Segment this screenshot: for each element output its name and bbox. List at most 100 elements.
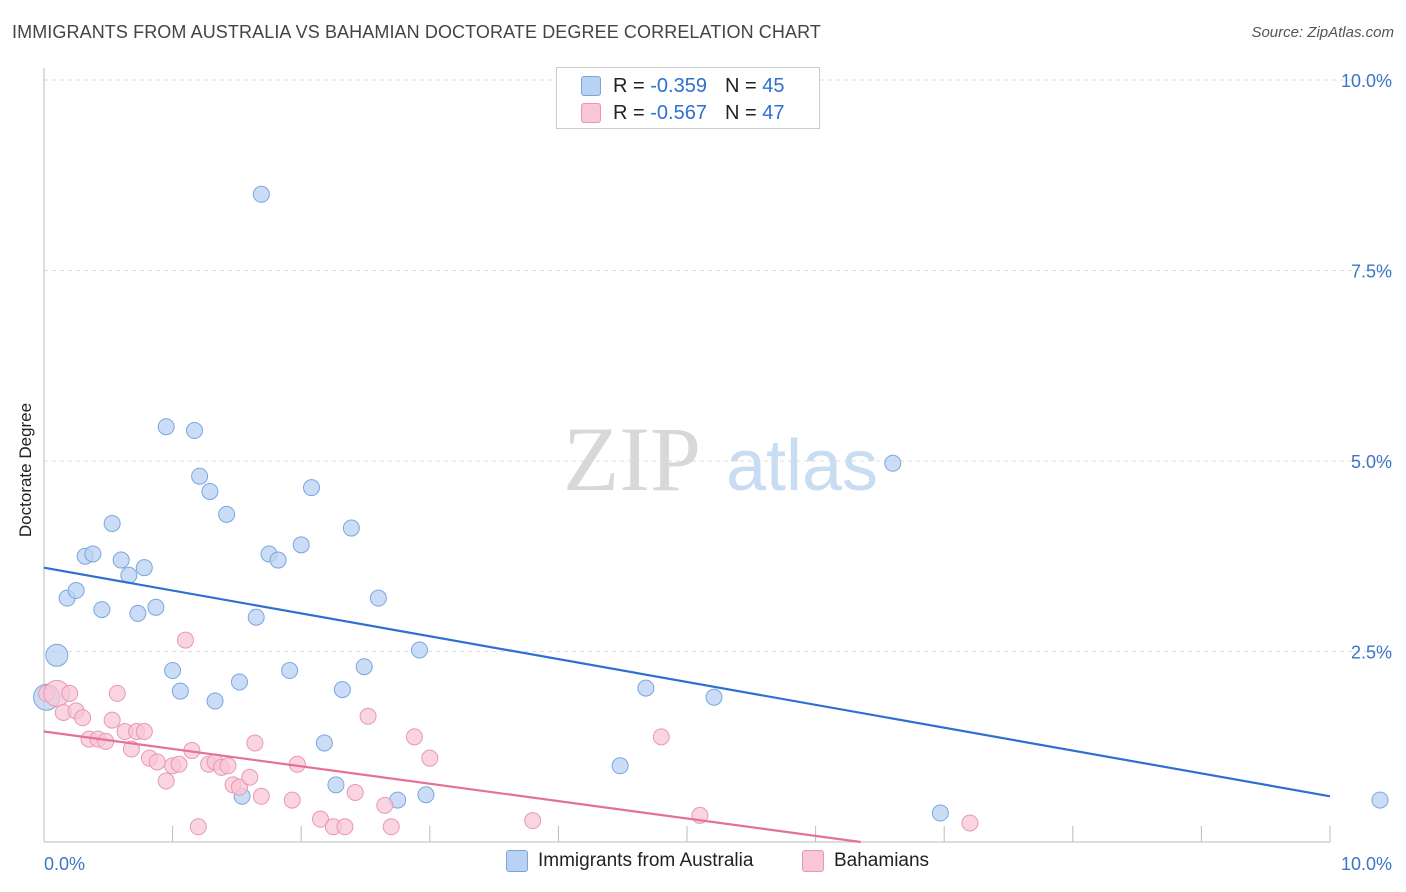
point-australia — [884, 454, 902, 472]
series-legend-australia: Immigrants from Australia — [506, 850, 753, 872]
point-australia — [1371, 791, 1389, 809]
point-bahamians — [376, 796, 394, 814]
point-bahamians — [246, 734, 264, 752]
point-australia — [333, 681, 351, 699]
y-tick-label: 10.0% — [1341, 71, 1392, 91]
point-bahamians — [346, 783, 364, 801]
y-tick-label: 7.5% — [1351, 262, 1392, 282]
legend-r-label: R = — [613, 101, 645, 124]
watermark-zip: ZIP — [563, 408, 701, 510]
point-australia — [185, 422, 203, 440]
point-australia — [302, 479, 320, 497]
point-australia — [147, 598, 165, 616]
point-bahamians — [103, 711, 121, 729]
series-legend-bahamians: Bahamians — [802, 850, 929, 872]
point-australia — [201, 482, 219, 500]
source-label: Source: ZipAtlas.com — [1251, 24, 1394, 41]
point-australia — [327, 776, 345, 794]
point-bahamians — [176, 631, 194, 649]
point-bahamians — [74, 709, 92, 727]
grid-lines — [44, 79, 1392, 652]
legend-row-bahamians: R = -0.567 N = 47 — [581, 101, 784, 125]
legend-n-value: 47 — [762, 101, 785, 124]
series-swatch-australia — [506, 850, 528, 872]
legend-swatch-bahamians — [581, 103, 601, 123]
point-bahamians — [122, 740, 140, 758]
point-australia — [206, 692, 224, 710]
point-australia — [84, 545, 102, 563]
point-australia — [417, 786, 435, 804]
point-australia — [252, 185, 270, 203]
point-bahamians — [524, 812, 542, 830]
legend-r-value: -0.567 — [650, 101, 707, 124]
data-points — [33, 185, 1389, 836]
series-name-australia: Immigrants from Australia — [538, 850, 754, 871]
point-bahamians — [135, 723, 153, 741]
point-australia — [269, 551, 287, 569]
point-australia — [171, 682, 189, 700]
series-name-bahamians: Bahamians — [834, 850, 930, 871]
point-australia — [191, 467, 209, 485]
y-tick-label: 5.0% — [1351, 452, 1392, 472]
series-legend: Immigrants from Australia Bahamians — [0, 850, 1406, 878]
point-australia — [342, 519, 360, 537]
point-australia — [135, 559, 153, 577]
point-australia — [67, 582, 85, 600]
point-bahamians — [961, 814, 979, 832]
legend-r-label: R = — [613, 74, 645, 97]
point-australia — [637, 679, 655, 697]
point-bahamians — [148, 753, 166, 771]
point-bahamians — [170, 755, 188, 773]
point-australia — [355, 658, 373, 676]
point-bahamians — [405, 728, 423, 746]
point-bahamians — [336, 818, 354, 836]
y-tick-label: 2.5% — [1351, 643, 1392, 663]
point-australia — [129, 604, 147, 622]
axes — [43, 68, 1331, 843]
point-australia — [411, 641, 429, 659]
point-australia — [112, 551, 130, 569]
point-bahamians — [61, 684, 79, 702]
point-australia — [247, 608, 265, 626]
trend-line-bahamians — [43, 730, 861, 844]
x-tick-label: 0.0% — [44, 854, 85, 874]
point-bahamians — [359, 707, 377, 725]
y-axis-label: Doctorate Degree — [16, 402, 35, 538]
point-bahamians — [219, 757, 237, 775]
point-australia — [292, 536, 310, 554]
point-bahamians — [108, 684, 126, 702]
point-bahamians — [652, 728, 670, 746]
point-bahamians — [189, 818, 207, 836]
point-australia — [93, 601, 111, 619]
trend-lines — [43, 566, 1331, 844]
watermark-atlas: atlas — [726, 426, 878, 506]
legend-n-value: 45 — [762, 74, 785, 97]
point-australia — [103, 514, 121, 532]
point-australia — [611, 757, 629, 775]
legend-row-australia: R = -0.359 N = 45 — [581, 74, 784, 98]
point-australia — [705, 688, 723, 706]
trend-line-australia — [43, 566, 1331, 798]
point-australia — [218, 505, 236, 523]
correlation-legend: R = -0.359 N = 45 R = -0.567 N = 47 — [556, 67, 820, 129]
point-bahamians — [311, 810, 329, 828]
legend-swatch-australia — [581, 76, 601, 96]
point-australia — [164, 662, 182, 680]
point-australia — [281, 662, 299, 680]
point-bahamians — [252, 787, 270, 805]
point-bahamians — [382, 818, 400, 836]
point-bahamians — [283, 791, 301, 809]
point-australia — [369, 589, 387, 607]
point-bahamians — [241, 768, 259, 786]
point-bahamians — [421, 749, 439, 767]
legend-r-value: -0.359 — [650, 74, 707, 97]
x-tick-label: 10.0% — [1341, 854, 1392, 874]
point-australia — [931, 804, 949, 822]
watermark: ZIP atlas — [563, 408, 878, 510]
point-australia — [45, 643, 69, 667]
tick-labels: 2.5% 5.0% 7.5% 10.0% 0.0% 10.0% — [44, 71, 1392, 874]
chart-title: IMMIGRANTS FROM AUSTRALIA VS BAHAMIAN DO… — [12, 22, 821, 42]
point-australia — [157, 418, 175, 436]
series-swatch-bahamians — [802, 850, 824, 872]
